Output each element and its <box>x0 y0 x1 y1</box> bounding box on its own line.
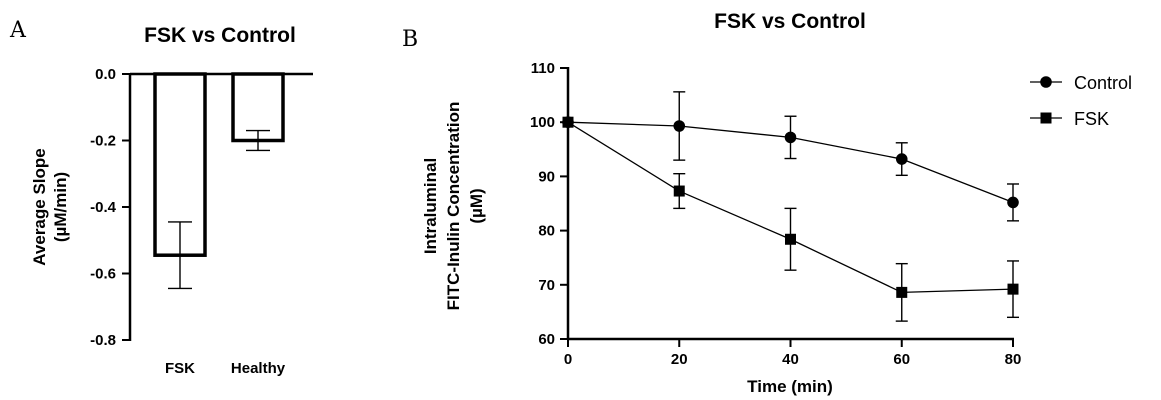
data-point-fsk <box>562 116 574 128</box>
panel-a-x-tick-label: Healthy <box>231 360 286 377</box>
panel-b-x-tick-label: 80 <box>1005 351 1022 368</box>
panel-b: B FSK vs Control Intraluminal FITC-Inuli… <box>402 10 1132 396</box>
legend-label-fsk: FSK <box>1074 109 1109 129</box>
data-point-fsk <box>785 233 796 245</box>
data-point-fsk <box>673 185 685 197</box>
panel-b-y-axis-label-line3: (µM) <box>467 188 486 223</box>
data-point-control <box>673 120 686 132</box>
panel-b-title: FSK vs Control <box>714 10 866 33</box>
bar-healthy <box>231 72 285 143</box>
panel-b-y-tick-label: 110 <box>531 60 555 77</box>
panel-b-letter: B <box>402 27 418 52</box>
panel-a: A FSK vs Control Average Slope (µM/min) … <box>9 18 313 377</box>
panel-b-x-tick-label: 0 <box>564 351 572 368</box>
data-point-control <box>895 153 908 165</box>
panel-a-x-tick-label: FSK <box>165 360 195 377</box>
panel-a-y-axis-label-line1: Average Slope <box>30 148 49 265</box>
data-point-control <box>784 131 797 144</box>
panel-a-y-axis-label-line2: (µM/min) <box>51 172 70 242</box>
panel-a-y-tick-label: -0.4 <box>90 199 117 216</box>
data-point-fsk <box>896 286 908 298</box>
series-fsk <box>562 116 1019 322</box>
panel-b-x-tick-label: 20 <box>671 351 688 368</box>
panel-b-y-tick-label: 80 <box>538 223 555 240</box>
panel-b-legend: Control FSK <box>1030 73 1132 129</box>
panel-b-y-axis-label-line1: Intraluminal <box>421 158 440 254</box>
legend-item-control: Control <box>1030 73 1132 93</box>
panel-b-x-axis-label: Time (min) <box>747 377 833 396</box>
panel-b-x-tick-label: 40 <box>782 351 799 368</box>
panel-b-series <box>562 91 1019 322</box>
legend-marker-control <box>1040 76 1052 88</box>
legend-label-control: Control <box>1074 73 1132 93</box>
panel-b-y-tick-label: 90 <box>538 168 555 185</box>
panel-a-bars: FSK Healthy <box>153 72 286 377</box>
series-control <box>562 91 1019 222</box>
legend-item-fsk: FSK <box>1030 109 1109 129</box>
panel-b-axes: 60 70 80 90 100 110 0 20 40 60 80 <box>530 60 1021 368</box>
panel-a-letter: A <box>9 18 27 43</box>
panel-b-y-tick-label: 100 <box>530 114 555 131</box>
panel-b-y-tick-label: 70 <box>538 277 555 294</box>
panel-b-y-axis-label-line2: FITC-Inulin Concentration <box>444 102 463 311</box>
panel-a-y-tick-label: 0.0 <box>95 66 116 83</box>
panel-a-y-tick-label: -0.2 <box>90 133 116 150</box>
panel-a-y-tick-label: -0.6 <box>90 266 116 283</box>
data-point-fsk <box>1007 283 1019 295</box>
data-point-control <box>1007 196 1019 209</box>
legend-marker-fsk <box>1040 112 1052 124</box>
panel-a-y-tick-label: -0.8 <box>90 332 116 349</box>
panel-b-x-tick-label: 60 <box>893 351 910 368</box>
panel-b-y-tick-label: 60 <box>538 331 555 348</box>
panel-a-title: FSK vs Control <box>144 24 296 47</box>
